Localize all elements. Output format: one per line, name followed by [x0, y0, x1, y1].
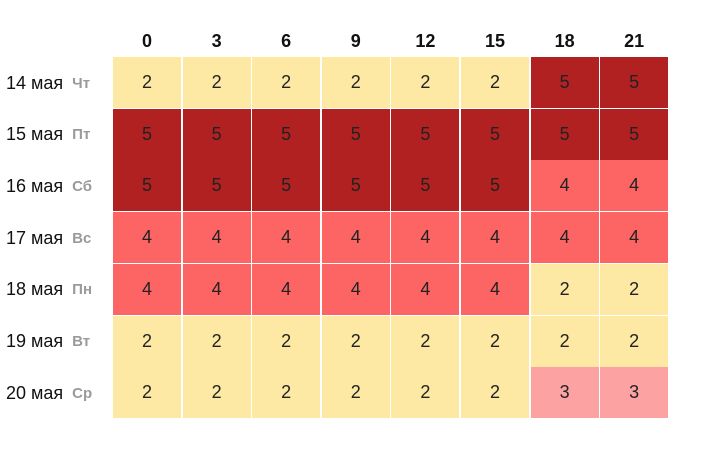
row-label: 20 мая Ср — [0, 367, 110, 419]
hour-label-15: 15 — [484, 30, 506, 51]
heatmap-cell: 2 — [321, 315, 390, 367]
heatmap-cell: 2 — [252, 57, 321, 108]
row-date: 20 мая — [6, 382, 64, 403]
heatmap-cell: 2 — [391, 57, 460, 108]
heatmap-cell: 5 — [113, 108, 181, 160]
heatmap-cell: 4 — [321, 212, 390, 264]
heatmap-cell: 4 — [461, 263, 529, 315]
heatmap-cell: 2 — [113, 367, 181, 419]
row-label: 14 мая Чт — [0, 57, 110, 109]
heatmap-cell: 3 — [600, 367, 669, 419]
heatmap-cell: 2 — [252, 367, 321, 419]
hour-label-0: 0 — [141, 30, 152, 51]
heatmap-cell: 4 — [600, 160, 669, 212]
row-weekday: Пт — [72, 126, 91, 144]
heatmap-cell: 5 — [113, 160, 181, 212]
heatmap-cell: 2 — [461, 367, 529, 419]
heatmap-cell: 4 — [113, 212, 181, 264]
heatmap-cell: 2 — [252, 315, 321, 367]
heatmap-cell: 5 — [600, 57, 669, 108]
heatmap-cell: 5 — [252, 160, 321, 212]
hour-label-18: 18 — [554, 30, 575, 51]
hour-label-3: 3 — [211, 30, 222, 51]
heatmap-cell: 4 — [391, 212, 460, 264]
row-weekday: Вт — [72, 333, 91, 350]
row-label: 18 мая Пн — [0, 264, 110, 316]
heatmap-cell: 5 — [530, 108, 599, 160]
heatmap-cell: 4 — [391, 263, 460, 315]
heatmap-cell: 4 — [600, 212, 669, 264]
row-weekday: Сб — [72, 177, 93, 195]
row-weekday: Ср — [72, 384, 93, 402]
heatmap-cell: 5 — [182, 108, 251, 160]
heatmap-cell: 4 — [321, 263, 390, 315]
heatmap-cell: 5 — [391, 108, 460, 160]
row-date: 16 мая — [6, 175, 64, 196]
row-date: 15 мая — [6, 124, 64, 145]
heatmap-cell: 2 — [321, 57, 390, 108]
heatmap-cell: 2 — [113, 315, 181, 367]
heatmap-cell: 5 — [600, 108, 669, 160]
heatmap-cell: 5 — [321, 160, 390, 212]
heatmap-cell: 2 — [391, 315, 460, 367]
heatmap-cell: 4 — [113, 263, 181, 315]
heatmap-cell: 2 — [182, 315, 251, 367]
heatmap-cell: 5 — [391, 160, 460, 212]
heatmap-cell: 5 — [252, 108, 321, 160]
heatmap-cell: 2 — [182, 57, 251, 108]
heatmap-cell: 4 — [530, 160, 599, 212]
hour-label-6: 6 — [281, 30, 292, 51]
heatmap-cell: 4 — [252, 212, 321, 264]
heatmap-cell: 5 — [530, 57, 599, 108]
heatmap-cell: 5 — [461, 108, 529, 160]
heatmap-cell: 4 — [530, 212, 599, 264]
row-date: 17 мая — [6, 227, 64, 248]
heatmap-cell: 2 — [600, 315, 669, 367]
row-label: 15 мая Пт — [0, 109, 110, 161]
heatmap-cell: 2 — [321, 367, 390, 419]
row-weekday: Чт — [72, 74, 91, 92]
heatmap-cell: 3 — [530, 367, 599, 419]
heatmap-cell: 2 — [600, 263, 669, 315]
heatmap-cell: 5 — [321, 108, 390, 160]
heatmap-cell: 2 — [391, 367, 460, 419]
hour-label-12: 12 — [415, 30, 436, 51]
heatmap-cell: 4 — [182, 263, 251, 315]
row-date: 19 мая — [6, 331, 64, 351]
row-weekday: Вс — [72, 229, 92, 247]
heatmap-cell: 5 — [461, 160, 529, 212]
row-label: 16 мая Сб — [0, 160, 110, 212]
heatmap-cell: 4 — [182, 212, 251, 264]
heatmap-cell: 2 — [182, 367, 251, 419]
row-date: 14 мая — [6, 72, 64, 93]
heatmap-cell: 2 — [461, 315, 529, 367]
row-weekday: Пн — [72, 281, 92, 299]
heatmap-cell: 2 — [530, 263, 599, 315]
heatmap-cell: 4 — [461, 212, 529, 264]
heatmap-cell: 2 — [461, 57, 529, 108]
heatmap-cell: 5 — [182, 160, 251, 212]
heatmap-cell: 4 — [252, 263, 321, 315]
row-date: 18 мая — [6, 279, 64, 300]
hour-label-21: 21 — [624, 30, 645, 51]
row-label: 17 мая Вс — [0, 212, 110, 264]
heatmap-cell: 2 — [113, 57, 181, 108]
heatmap-cell: 2 — [530, 315, 599, 367]
hour-label-9: 9 — [350, 30, 361, 51]
row-label: 19 мая Вт — [0, 316, 110, 368]
